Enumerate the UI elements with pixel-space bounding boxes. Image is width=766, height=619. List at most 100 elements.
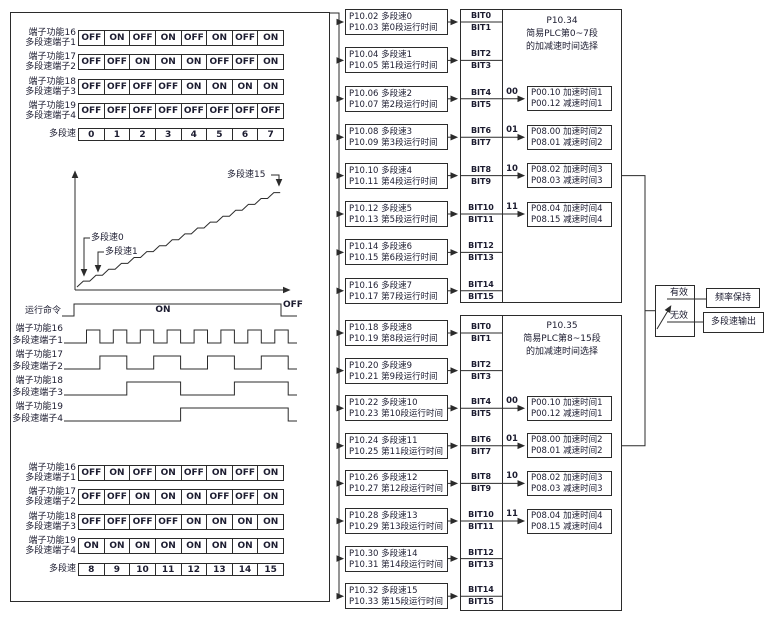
- bit-label: BIT2: [470, 49, 492, 59]
- state-cell: OFF: [103, 55, 130, 69]
- state-cell: ON: [231, 80, 258, 94]
- speed-index-cell: 2: [129, 129, 155, 140]
- terminal-waveform: [64, 355, 297, 370]
- state-cell: ON: [180, 539, 207, 553]
- stage-time-line: P10.15 第6段运行时间: [349, 253, 438, 264]
- state-cell: ON: [154, 539, 181, 553]
- validity-switch: [655, 285, 695, 337]
- terminal-waveform: [64, 381, 297, 396]
- state-cell: ON: [231, 539, 258, 553]
- bit-label: BIT5: [470, 99, 492, 109]
- state-cell: ON: [83, 541, 99, 551]
- top-stage-param-box: P10.06 多段速2 P10.07 第2段运行时间: [345, 85, 448, 112]
- run-on-label: ON: [155, 305, 171, 315]
- selector-top-title-line3: 的加减速时间选择: [525, 42, 598, 52]
- ramp-leader-speed1: [94, 251, 104, 273]
- stage-param-line: P10.12 多段速5: [349, 204, 413, 214]
- state-cell: OFF: [180, 466, 207, 480]
- ramp-label-speed15: 多段速15: [227, 170, 266, 180]
- state-cell: OFF: [129, 31, 155, 45]
- state-cell: ON: [206, 539, 232, 553]
- bit-label: BIT3: [470, 61, 492, 71]
- state-cell: OFF: [81, 57, 102, 67]
- ramp-leader-speed0: [80, 237, 90, 277]
- stage-param-line: P10.02 多段速0: [349, 12, 413, 22]
- frequency-hold-box: 频率保持: [706, 288, 760, 308]
- option-accel-line: P08.02 加速时间3: [531, 472, 603, 483]
- state-cell: OFF: [81, 468, 102, 478]
- state-cell: OFF: [154, 80, 181, 94]
- speed-table-top-row: OFF OFF OFF OFF OFF OFF OFF OFF: [78, 103, 284, 119]
- state-cell: ON: [257, 515, 283, 529]
- option-code: 10: [506, 471, 518, 482]
- state-cell: ON: [180, 80, 207, 94]
- state-cell: OFF: [231, 490, 258, 504]
- stage-param-line: P10.26 多段速12: [349, 473, 418, 484]
- state-cell: OFF: [231, 104, 258, 118]
- speed-table-bottom-row-label: 多段速端子3: [25, 522, 76, 532]
- option-decel-line: P08.15 减速时间4: [531, 521, 603, 532]
- option-code: 10: [506, 163, 518, 174]
- state-cell: ON: [257, 55, 283, 69]
- option-decel-line: P08.03 减速时间3: [531, 483, 603, 494]
- bit-label: BIT15: [468, 597, 494, 607]
- waveform-label: 端子功能16: [15, 324, 63, 334]
- selector-bottom-option-box: P08.02 加速时间3 P08.03 减速时间3: [527, 470, 612, 496]
- selector-bottom-title-line2: 简易PLC第8~15段: [523, 334, 601, 344]
- state-cell: OFF: [231, 55, 258, 69]
- bit-label: BIT6: [470, 126, 492, 136]
- selector-top-option-box: P08.02 加速时间3 P08.03 减速时间3: [527, 163, 612, 189]
- speed-table-top-row-label: 多段速端子3: [25, 87, 76, 97]
- speed-table-bottom-row-label: 端子功能16: [28, 463, 76, 473]
- stage-param-line: P10.06 多段速2: [349, 88, 413, 99]
- bit-label: BIT5: [470, 409, 492, 419]
- stage-param-line: P10.16 多段速7: [349, 280, 413, 291]
- bottom-stage-param-box: P10.20 多段速9 P10.21 第9段运行时间: [345, 357, 448, 384]
- stage-param-line: P10.30 多段速14: [349, 548, 418, 559]
- state-cell: OFF: [129, 80, 155, 94]
- stage-bus-line: [330, 12, 340, 597]
- bit-label: BIT6: [470, 434, 492, 444]
- state-cell: ON: [206, 466, 232, 480]
- speed-table-bottom-row: ON ON ON ON ON ON ON ON: [78, 538, 284, 554]
- option-code: 01: [506, 125, 518, 136]
- bit-label: BIT1: [470, 334, 492, 343]
- switch-lever-arrow: [656, 305, 672, 330]
- stage-time-line: P10.29 第13段运行时间: [349, 522, 443, 532]
- state-cell: ON: [206, 31, 232, 45]
- speed-table-bottom-index-label: 多段速: [48, 564, 76, 574]
- top-stage-param-box: P10.02 多段速0 P10.03 第0段运行时间: [345, 9, 448, 35]
- stage-param-line: P10.28 多段速13: [349, 511, 418, 521]
- terminal-waveform: [64, 407, 297, 422]
- speed-table-bottom-row-label: 端子功能18: [28, 512, 76, 522]
- bit-label: BIT10: [468, 203, 494, 212]
- multispeed-output-box: 多段速输出: [703, 312, 764, 333]
- state-cell: OFF: [81, 517, 102, 527]
- selector-bottom-title-code: P10.35: [546, 321, 578, 331]
- speed-table-top-row-label: 多段速端子1: [25, 38, 76, 48]
- stage-time-line: P10.09 第3段运行时间: [349, 138, 438, 149]
- state-cell: ON: [180, 55, 207, 69]
- selector-bottom-option-box: P08.00 加速时间2 P08.01 减速时间2: [527, 433, 612, 459]
- stage-param-line: P10.08 多段速3: [349, 127, 413, 138]
- state-cell: OFF: [103, 490, 130, 504]
- top-stage-param-box: P10.14 多段速6 P10.15 第6段运行时间: [345, 239, 448, 266]
- bottom-stage-param-box: P10.32 多段速15 P10.33 第15段运行时间: [345, 583, 448, 610]
- state-cell: OFF: [103, 80, 130, 94]
- selector-merge-line: [622, 175, 646, 447]
- speed-index-cell: 7: [257, 129, 283, 140]
- stage-time-line: P10.31 第14段运行时间: [349, 559, 443, 570]
- speed-index-cell: 3: [154, 129, 181, 140]
- option-accel-line: P08.00 加速时间2: [531, 435, 603, 446]
- stage-time-line: P10.33 第15段运行时间: [349, 597, 443, 608]
- bit-label: BIT15: [468, 291, 494, 301]
- stage-time-line: P10.11 第4段运行时间: [349, 176, 438, 187]
- speed-table-top-row-label: 端子功能19: [28, 101, 76, 111]
- option-decel-line: P00.12 减速时间1: [531, 408, 603, 419]
- stage-param-line: P10.10 多段速4: [349, 165, 413, 176]
- speed-index-cell: 14: [231, 564, 258, 575]
- state-cell: ON: [257, 466, 283, 480]
- state-cell: ON: [180, 515, 207, 529]
- speed-table-top-row-label: 端子功能16: [28, 28, 76, 38]
